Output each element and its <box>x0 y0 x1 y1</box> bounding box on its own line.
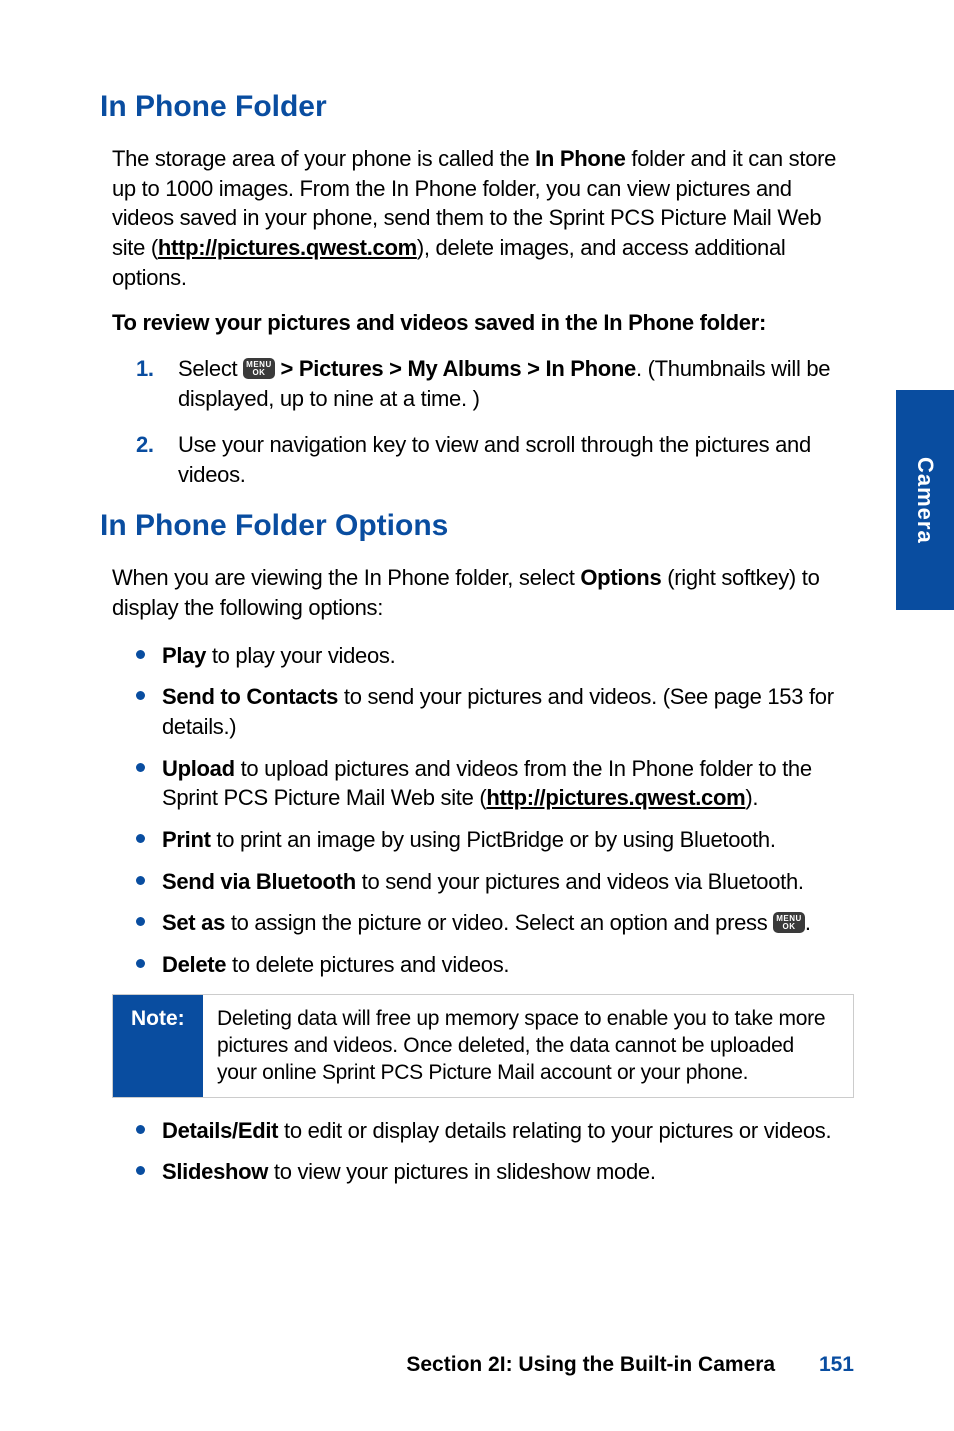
text: Use your navigation key to view and scro… <box>178 432 811 487</box>
option-set-as: Set as to assign the picture or video. S… <box>136 908 854 938</box>
option-label: Slideshow <box>162 1159 268 1184</box>
text: Select <box>178 356 243 381</box>
text: to play your videos. <box>206 643 395 668</box>
menu-ok-icon: MENUOK <box>243 358 275 379</box>
options-list-1: Play to play your videos. Send to Contac… <box>100 641 854 980</box>
heading-in-phone-folder-options: In Phone Folder Options <box>100 509 854 543</box>
text: to delete pictures and videos. <box>226 952 509 977</box>
note-box: Note: Deleting data will free up memory … <box>112 994 854 1098</box>
link-pictures-qwest[interactable]: http://pictures.qwest.com <box>158 235 417 260</box>
text: to edit or display details relating to y… <box>278 1118 831 1143</box>
note-label: Note: <box>113 995 203 1097</box>
options-list-2: Details/Edit to edit or display details … <box>100 1116 854 1187</box>
step-2: 2. Use your navigation key to view and s… <box>136 430 854 489</box>
footer-page-number: 151 <box>819 1353 854 1376</box>
option-label: Details/Edit <box>162 1118 278 1143</box>
text: to print an image by using PictBridge or… <box>211 827 776 852</box>
option-details-edit: Details/Edit to edit or display details … <box>136 1116 854 1146</box>
intro-paragraph-1: The storage area of your phone is called… <box>100 144 854 292</box>
link-pictures-qwest[interactable]: http://pictures.qwest.com <box>486 785 745 810</box>
steps-list: 1. Select MENUOK > Pictures > My Albums … <box>100 354 854 489</box>
option-upload: Upload to upload pictures and videos fro… <box>136 754 854 813</box>
step-1: 1. Select MENUOK > Pictures > My Albums … <box>136 354 854 413</box>
option-label: Set as <box>162 910 225 935</box>
option-print: Print to print an image by using PictBri… <box>136 825 854 855</box>
heading-in-phone-folder: In Phone Folder <box>100 90 854 124</box>
intro-paragraph-2: When you are viewing the In Phone folder… <box>100 563 854 622</box>
text: to send your pictures and videos via Blu… <box>356 869 804 894</box>
subheading-review: To review your pictures and videos saved… <box>100 310 854 336</box>
bold-options: Options <box>580 565 661 590</box>
option-label: Print <box>162 827 211 852</box>
menu-ok-icon: MENUOK <box>773 912 805 933</box>
option-send-via-bluetooth: Send via Bluetooth to send your pictures… <box>136 867 854 897</box>
text: When you are viewing the In Phone folder… <box>112 565 580 590</box>
option-label: Send via Bluetooth <box>162 869 356 894</box>
side-tab-label: Camera <box>912 457 938 544</box>
option-label: Upload <box>162 756 235 781</box>
step-number: 2. <box>136 430 154 460</box>
text: to view your pictures in slideshow mode. <box>268 1159 656 1184</box>
option-label: Send to Contacts <box>162 684 338 709</box>
bold-in-phone: In Phone <box>535 146 626 171</box>
option-play: Play to play your videos. <box>136 641 854 671</box>
note-content: Deleting data will free up memory space … <box>203 995 853 1097</box>
option-label: Play <box>162 643 206 668</box>
step-number: 1. <box>136 354 154 384</box>
side-tab-camera: Camera <box>896 390 954 610</box>
option-slideshow: Slideshow to view your pictures in slide… <box>136 1157 854 1187</box>
text: . <box>805 910 811 935</box>
page-content: Camera In Phone Folder The storage area … <box>0 0 954 1431</box>
option-send-to-contacts: Send to Contacts to send your pictures a… <box>136 682 854 741</box>
text: The storage area of your phone is called… <box>112 146 535 171</box>
text: ). <box>745 785 758 810</box>
menu-path: > Pictures > My Albums > In Phone <box>275 356 636 381</box>
option-label: Delete <box>162 952 226 977</box>
page-footer: Section 2I: Using the Built-in Camera 15… <box>406 1353 854 1377</box>
text: to assign the picture or video. Select a… <box>225 910 773 935</box>
footer-section: Section 2I: Using the Built-in Camera <box>406 1353 775 1376</box>
option-delete: Delete to delete pictures and videos. <box>136 950 854 980</box>
